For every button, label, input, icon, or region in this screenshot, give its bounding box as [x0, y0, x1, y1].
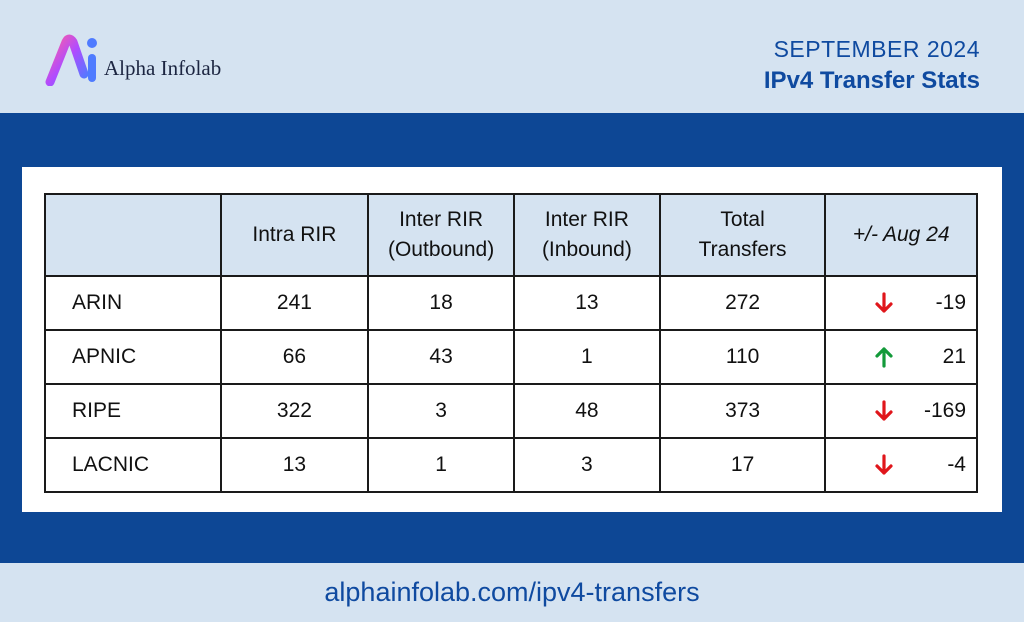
content-band: Intra RIR Inter RIR (Outbound) Inter RIR…	[0, 113, 1024, 563]
page-title: IPv4 Transfer Stats	[763, 67, 980, 94]
inbound-cell: 3	[513, 437, 661, 493]
header-total-line1: Total	[720, 208, 765, 231]
arrow-down-icon	[875, 400, 894, 421]
total-transfers-cell: 373	[658, 383, 827, 439]
header-delta: +/- Aug 24	[824, 193, 978, 277]
intra-rir-cell: 322	[219, 383, 370, 439]
rir-cell: ARIN	[44, 275, 222, 331]
rir-cell: RIPE	[44, 383, 222, 439]
total-transfers-cell: 17	[658, 437, 827, 493]
intra-rir-cell: 13	[219, 437, 370, 493]
header-inbound-line2: (Inbound)	[541, 238, 632, 261]
outbound-cell: 43	[367, 329, 516, 385]
header-outbound-line1: Inter RIR	[399, 208, 484, 231]
total-transfers-cell: 272	[658, 275, 827, 331]
delta-cell: 21	[824, 329, 978, 385]
intra-rir-cell: 66	[219, 329, 370, 385]
inbound-cell: 13	[513, 275, 661, 331]
outbound-cell: 18	[367, 275, 516, 331]
total-transfers-cell: 110	[658, 329, 827, 385]
title-block: SEPTEMBER 2024 IPv4 Transfer Stats	[764, 36, 980, 95]
footer: alphainfolab.com/ipv4-transfers	[0, 563, 1024, 622]
header-total-line2: Transfers	[698, 238, 787, 261]
table-row-arin: ARIN 241 18 13 272 -19	[44, 275, 978, 331]
arrow-down-icon	[875, 454, 894, 475]
outbound-cell: 1	[367, 437, 516, 493]
inbound-cell: 1	[513, 329, 661, 385]
table-row-lacnic: LACNIC 13 1 3 17 -4	[44, 437, 978, 493]
arrow-up-icon	[875, 347, 894, 368]
header-row: Intra RIR Inter RIR (Outbound) Inter RIR…	[44, 193, 978, 277]
brand-logo[interactable]: Alpha Infolab	[44, 34, 221, 86]
delta-cell: -4	[824, 437, 978, 493]
table-row-apnic: APNIC 66 43 1 110 21	[44, 329, 978, 385]
report-month: SEPTEMBER 2024	[773, 36, 980, 62]
intra-rir-cell: 241	[219, 275, 370, 331]
header-total-transfers: Total Transfers	[658, 193, 827, 277]
outbound-cell: 3	[367, 383, 516, 439]
inbound-cell: 48	[513, 383, 661, 439]
delta-value: -19	[935, 291, 966, 314]
delta-value: -169	[923, 399, 966, 422]
delta-cell: -169	[824, 383, 978, 439]
ai-logo-icon	[45, 34, 97, 86]
table-row-ripe: RIPE 322 3 48 373 -169	[44, 383, 978, 439]
header-inter-inbound: Inter RIR (Inbound)	[513, 193, 661, 277]
table-card: Intra RIR Inter RIR (Outbound) Inter RIR…	[22, 167, 1002, 512]
header-delta-label: +/- Aug 24	[852, 223, 950, 246]
header-outbound-line2: (Outbound)	[387, 238, 495, 261]
delta-value: 21	[942, 345, 966, 368]
rir-cell: LACNIC	[44, 437, 222, 493]
transfer-stats-table: Intra RIR Inter RIR (Outbound) Inter RIR…	[44, 193, 978, 493]
arrow-down-icon	[875, 292, 894, 313]
rir-cell: APNIC	[44, 329, 222, 385]
header-inbound-line1: Inter RIR	[544, 208, 629, 231]
header: Alpha Infolab SEPTEMBER 2024 IPv4 Transf…	[0, 0, 1024, 113]
header-rir	[44, 193, 222, 277]
header-intra-rir: Intra RIR	[219, 193, 370, 277]
brand-name: Alpha Infolab	[104, 55, 222, 80]
header-inter-outbound: Inter RIR (Outbound)	[367, 193, 516, 277]
delta-value: -4	[947, 453, 966, 476]
header-intra-label: Intra RIR	[252, 223, 337, 246]
delta-cell: -19	[824, 275, 978, 331]
footer-url-link[interactable]: alphainfolab.com/ipv4-transfers	[324, 577, 700, 607]
